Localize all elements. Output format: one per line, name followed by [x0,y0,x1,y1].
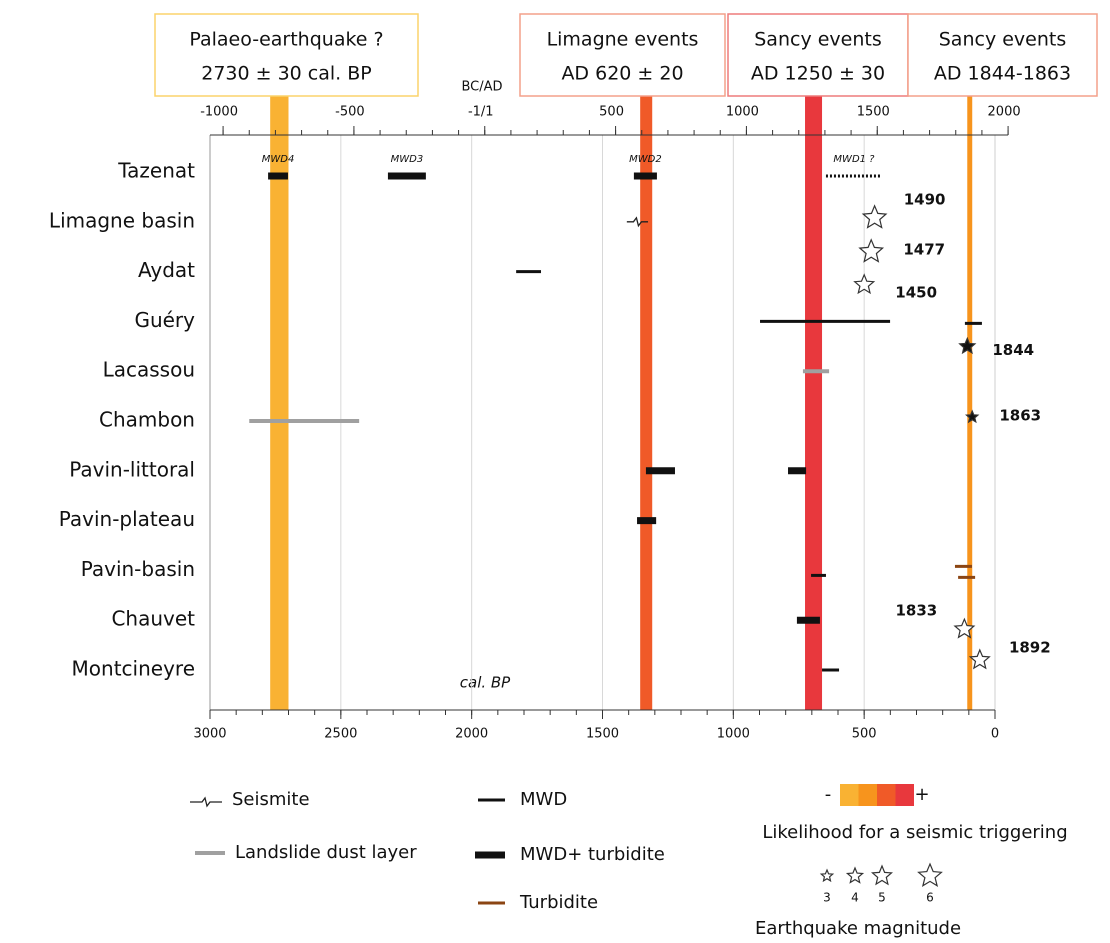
likelihood-high: + [914,784,929,805]
magnitude-star [871,864,893,886]
likelihood-title: Likelihood for a seismic triggering [762,822,1067,843]
magnitude-star [845,866,865,884]
row-label: Pavin-plateau [59,507,195,531]
earthquake-star [861,204,888,229]
layer-label: MWD2 [629,154,662,165]
earthquake-year: 1450 [895,283,937,301]
likelihood-swatch [858,784,877,806]
band-title: Limagne events [547,29,699,51]
top-axis-label: BC/AD [461,80,502,95]
earthquake-star [858,238,885,263]
band-box [154,13,419,97]
earthquake-star [953,617,976,639]
likelihood-swatch [895,784,914,806]
magnitude-title: Earthquake magnitude [755,918,961,939]
legend-label: Seismite [232,789,310,810]
magnitude-star [917,862,943,887]
event-band [967,95,973,710]
bottom-tick-label: 1500 [586,727,619,742]
likelihood-swatch [840,784,859,806]
row-label: Chambon [99,408,195,432]
row-label: Aydat [138,258,195,282]
layer-label: MWD4 [262,154,295,165]
top-tick-label: 2000 [988,105,1021,120]
inner-axis-label: cal. BP [460,674,511,692]
bottom-tick-label: 2500 [324,727,357,742]
magnitude-label: 5 [878,891,886,905]
top-tick-label: 1500 [857,105,890,120]
bottom-tick-label: 500 [852,727,877,742]
legend-label: MWD+ turbidite [520,844,665,865]
top-tick-label: -1000 [200,105,238,120]
band-box [519,13,726,97]
earthquake-star [958,336,977,355]
row-label: Pavin-basin [81,557,195,581]
band-subtitle: AD 1250 ± 30 [751,63,885,85]
earthquake-year: 1490 [904,190,946,208]
magnitude-star [819,868,835,883]
bottom-tick-label: 0 [991,727,999,742]
earthquake-year: 1892 [1009,639,1051,657]
top-tick-label: -1/1 [468,105,494,120]
band-title: Sancy events [754,29,882,51]
band-box [727,13,909,97]
row-label: Montcineyre [72,657,195,681]
event-band [270,95,289,710]
seismite [626,216,649,228]
earthquake-year: 1844 [992,341,1034,359]
earthquake-star [968,648,991,670]
row-label: Chauvet [111,607,195,631]
likelihood-swatch [877,784,896,806]
layer-label: MWD3 [391,154,424,165]
band-box [907,13,1098,97]
legend-label: Landslide dust layer [235,842,417,863]
band-subtitle: AD 1844-1863 [934,63,1071,85]
bottom-tick-label: 1000 [717,727,750,742]
event-band [805,95,823,710]
top-tick-label: 1000 [726,105,759,120]
bottom-tick-label: 3000 [193,727,226,742]
band-subtitle: AD 620 ± 20 [561,63,683,85]
likelihood-low: - [825,784,832,805]
band-title: Palaeo-earthquake ? [189,29,383,51]
legend-label: MWD [520,789,567,810]
earthquake-year: 1863 [999,407,1041,425]
row-label: Tazenat [117,159,195,183]
earthquake-year: 1477 [903,240,945,258]
top-tick-label: 500 [599,105,624,120]
magnitude-label: 6 [926,891,934,905]
earthquake-year: 1833 [896,602,938,620]
earthquake-star [964,409,980,424]
band-title: Sancy events [939,29,1067,51]
legend-label: Turbidite [519,892,598,913]
row-label: Lacassou [103,358,195,382]
bottom-tick-label: 2000 [455,727,488,742]
row-label: Limagne basin [49,208,195,232]
layer-label: MWD1 ? [833,154,875,165]
event-band [640,95,653,710]
earthquake-star [853,273,876,295]
row-label: Pavin-littoral [69,457,195,481]
band-subtitle: 2730 ± 30 cal. BP [201,63,372,85]
magnitude-label: 3 [823,891,831,905]
magnitude-label: 4 [851,891,859,905]
seismite [190,796,222,808]
row-label: Guéry [134,308,195,332]
top-tick-label: -500 [335,105,365,120]
